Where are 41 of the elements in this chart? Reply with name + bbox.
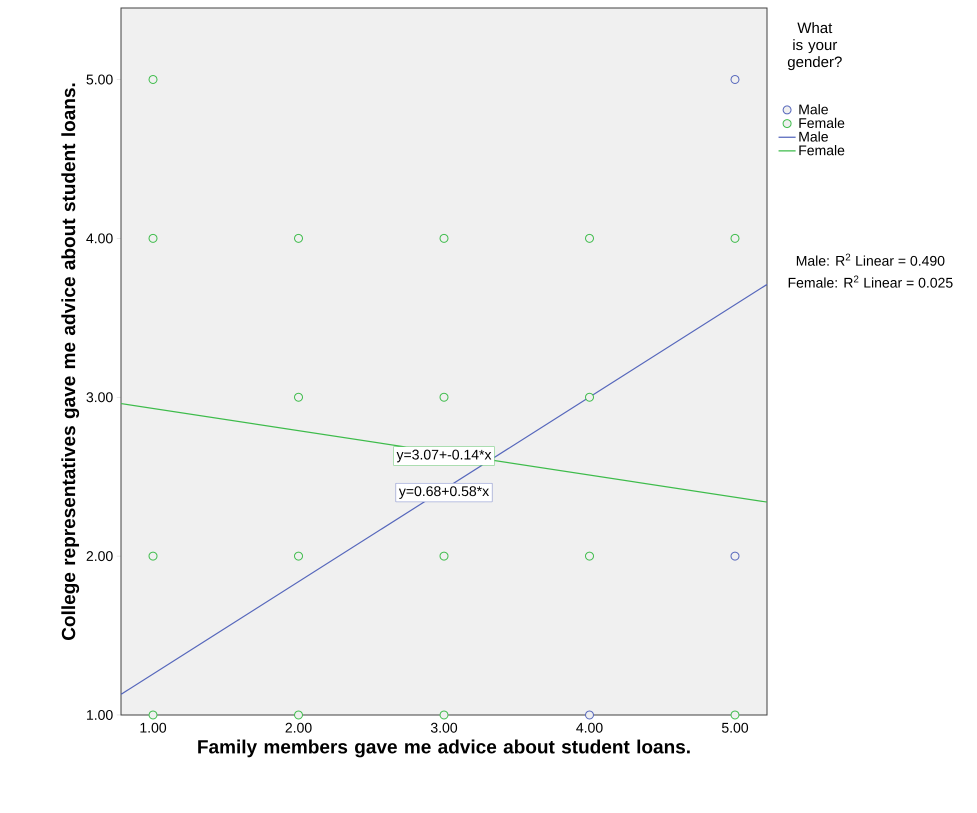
point — [148, 234, 158, 243]
legend-label: Male — [799, 131, 828, 142]
point — [148, 74, 158, 84]
point — [148, 552, 158, 561]
point — [585, 710, 594, 720]
y-tick-label: 4.00 — [86, 233, 113, 244]
legend-label: Male — [799, 104, 828, 114]
y-tick-label: 5.00 — [86, 74, 113, 84]
x-tick-label: 4.00 — [576, 722, 603, 733]
y-tick-label: 3.00 — [86, 392, 113, 402]
point — [294, 234, 304, 243]
legend-label: Female — [799, 145, 844, 156]
annotation: y=3.07+-0.14*x — [396, 450, 492, 462]
point — [585, 392, 594, 402]
x-tick-label: 3.00 — [430, 722, 458, 733]
point — [730, 234, 740, 243]
point — [730, 74, 740, 84]
annotation: y=0.68+0.58*x — [398, 486, 489, 499]
text: Female: R$^{2}$ Linear = 0.025 — [788, 275, 953, 288]
point — [148, 710, 158, 720]
point — [585, 234, 594, 243]
y-tick-label: 2.00 — [86, 551, 113, 562]
x-tick-label: 2.00 — [286, 722, 312, 733]
x-tick-label: 5.00 — [722, 722, 748, 733]
y-axis-title: College representatives gave me advice about student loans. — [61, 84, 80, 640]
point — [440, 392, 449, 402]
y-tick-label: 1.00 — [87, 710, 113, 720]
point — [585, 552, 594, 561]
legend-label: Female — [799, 118, 844, 128]
point — [730, 710, 740, 720]
point — [730, 552, 740, 561]
point — [294, 710, 304, 720]
legend-title: What is your gender? — [788, 22, 842, 70]
point — [440, 710, 449, 720]
point — [294, 392, 304, 402]
point — [294, 552, 304, 561]
text: Male: R$^{2}$ Linear = 0.490 — [796, 254, 944, 266]
x-tick-label: 1.00 — [140, 722, 166, 733]
point — [440, 234, 449, 243]
x-axis-title: Family members gave me advice about student loans. — [198, 740, 690, 758]
point — [440, 552, 449, 561]
